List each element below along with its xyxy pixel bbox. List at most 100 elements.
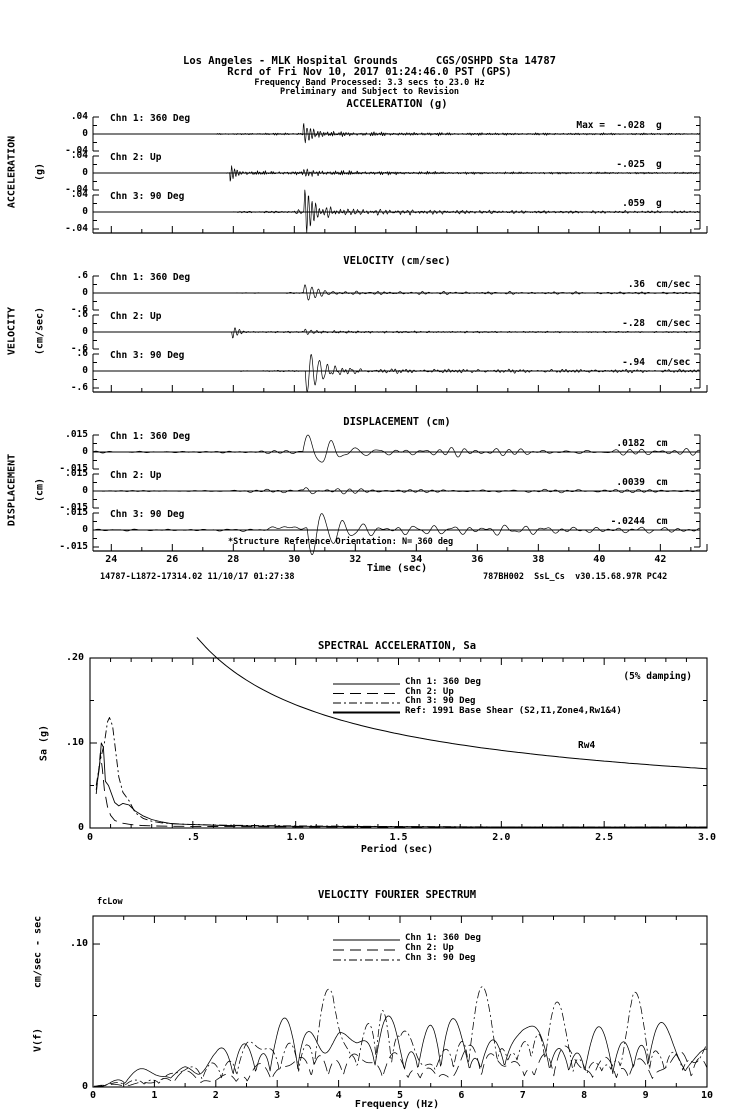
- max-value-label: .36: [627, 279, 645, 290]
- sa-tick-label: .10: [65, 737, 84, 748]
- amp-tick-label: 0: [82, 485, 88, 496]
- amp-tick-label: -.6: [70, 343, 88, 354]
- channel-label: Chn 2: Up: [110, 311, 162, 322]
- amp-tick-label: -.04: [65, 223, 88, 234]
- amp-tick-label: -.04: [65, 184, 88, 195]
- spectral-series: [95, 752, 707, 828]
- acceleration-title: ACCELERATION (g): [346, 98, 448, 110]
- header-record-line: Rcrd of Fri Nov 10, 2017 01:24:46.0 PST …: [227, 66, 512, 78]
- period-tick-label: 3.0: [697, 832, 717, 843]
- period-tick-label: .5: [186, 832, 199, 843]
- time-tick-label: 32: [349, 554, 362, 565]
- max-unit-label: g: [656, 198, 662, 209]
- legend-label: Chn 1: 360 Deg: [405, 677, 481, 687]
- period-tick-label: 1.5: [389, 832, 408, 843]
- frequency-tick-label: 2: [212, 1090, 219, 1101]
- amp-tick-label: -.015: [59, 541, 88, 552]
- channel-label: Chn 1: 360 Deg: [110, 272, 191, 283]
- amp-tick-label: .6: [76, 309, 88, 320]
- time-tick-label: 36: [471, 554, 484, 565]
- amp-tick-label: 0: [82, 326, 88, 337]
- header-preliminary-line: Preliminary and Subject to Revision: [279, 87, 460, 97]
- time-tick-label: 34: [410, 554, 423, 565]
- seismogram-trace: [93, 123, 700, 144]
- fourier-spectrum-title: VELOCITY FOURIER SPECTRUM: [317, 889, 477, 901]
- amp-tick-label: .6: [76, 348, 88, 359]
- seismogram-trace: [93, 284, 700, 301]
- footer-processing-id: 787BH002 SsL_Cs v30.15.68.97R PC42: [483, 572, 668, 582]
- frequency-tick-label: 4: [335, 1090, 342, 1101]
- max-value-label: -.94: [622, 357, 645, 368]
- fourier-axis-label: V(f): [32, 1027, 44, 1053]
- time-tick-label: 38: [532, 554, 545, 565]
- max-unit-label: cm: [656, 438, 668, 449]
- frequency-tick-label: 6: [458, 1090, 465, 1101]
- amp-tick-label: .015: [65, 429, 88, 440]
- period-tick-label: 2.0: [492, 832, 511, 843]
- header-band-line: Frequency Band Processed: 3.3 secs to 23…: [254, 78, 485, 88]
- channel-label: Chn 1: 360 Deg: [110, 431, 191, 442]
- velocity-title: VELOCITY (cm/sec): [343, 255, 451, 267]
- max-value-label: .0039: [616, 477, 645, 488]
- fourier-series: [94, 986, 708, 1087]
- seismogram-trace: [93, 189, 700, 233]
- legend-label: Chn 3: 90 Deg: [405, 953, 476, 963]
- time-tick-label: 24: [105, 554, 118, 565]
- frequency-tick-label: 5: [396, 1090, 404, 1101]
- period-tick-label: 2.5: [595, 832, 614, 843]
- max-value-label: .059: [622, 198, 645, 209]
- time-tick-label: 30: [288, 554, 301, 565]
- corner-frequency-label: fcLow: [97, 897, 123, 907]
- frequency-tick-label: 8: [581, 1090, 588, 1101]
- seismogram-trace: [92, 513, 700, 556]
- max-value-label: .0182: [616, 438, 645, 449]
- period-tick-label: 0: [86, 832, 94, 843]
- max-unit-label: cm: [656, 477, 668, 488]
- footer-record-id: 14787-L1872-17314.02 11/10/17 01:27:38: [100, 572, 295, 582]
- vf-tick-label: 0: [81, 1081, 88, 1092]
- period-tick-label: 1.0: [286, 832, 305, 843]
- time-axis-label: Time (sec): [366, 563, 428, 574]
- frequency-tick-label: 9: [642, 1090, 649, 1101]
- frequency-tick-label: 7: [519, 1090, 526, 1101]
- sa-tick-label: .20: [65, 652, 84, 663]
- max-value-label: -.0244: [610, 516, 645, 527]
- amp-tick-label: 0: [82, 365, 88, 376]
- amp-tick-label: .04: [70, 150, 88, 161]
- amp-tick-label: -.015: [59, 502, 88, 513]
- channel-label: Chn 3: 90 Deg: [110, 191, 185, 202]
- legend-label: Chn 2: Up: [405, 686, 454, 697]
- amp-tick-label: 0: [82, 287, 88, 298]
- frequency-tick-label: 1: [151, 1090, 158, 1101]
- seismogram-trace: [93, 327, 700, 339]
- amp-tick-label: .04: [70, 189, 88, 200]
- frequency-tick-label: 3: [274, 1090, 281, 1101]
- damping-note: (5% damping): [623, 671, 692, 682]
- spectral-series: [95, 717, 707, 828]
- frequency-tick-label: 0: [89, 1090, 97, 1101]
- channel-label: Chn 2: Up: [110, 470, 162, 481]
- max-value-label: Max = -.028: [576, 120, 645, 131]
- seismogram-trace: [93, 165, 700, 182]
- max-value-label: -.28: [622, 318, 645, 329]
- spectral-series: [95, 742, 707, 828]
- time-tick-label: 40: [593, 554, 606, 565]
- legend-label: Ref: 1991 Base Shear (S2,I1,Zone4,Rw1&4): [405, 705, 622, 716]
- channel-label: Chn 2: Up: [110, 152, 162, 163]
- time-tick-label: 28: [227, 554, 240, 565]
- legend-label: Chn 2: Up: [405, 943, 454, 953]
- amp-tick-label: .04: [70, 111, 88, 122]
- amp-tick-label: -.015: [59, 463, 88, 474]
- max-unit-label: cm/sec: [656, 357, 691, 368]
- time-tick-label: 42: [654, 554, 667, 565]
- amp-tick-label: .015: [65, 468, 88, 479]
- channel-label: Chn 1: 360 Deg: [110, 113, 191, 124]
- legend-label: Chn 1: 360 Deg: [405, 933, 481, 943]
- vf-tick-label: .10: [69, 938, 88, 950]
- header-station-line: Los Angeles - MLK Hospital Grounds CGS/O…: [183, 55, 556, 67]
- amp-tick-label: 0: [82, 524, 88, 535]
- max-unit-label: cm: [656, 516, 668, 527]
- amp-tick-label: 0: [82, 206, 88, 217]
- amp-tick-label: -.04: [65, 145, 88, 156]
